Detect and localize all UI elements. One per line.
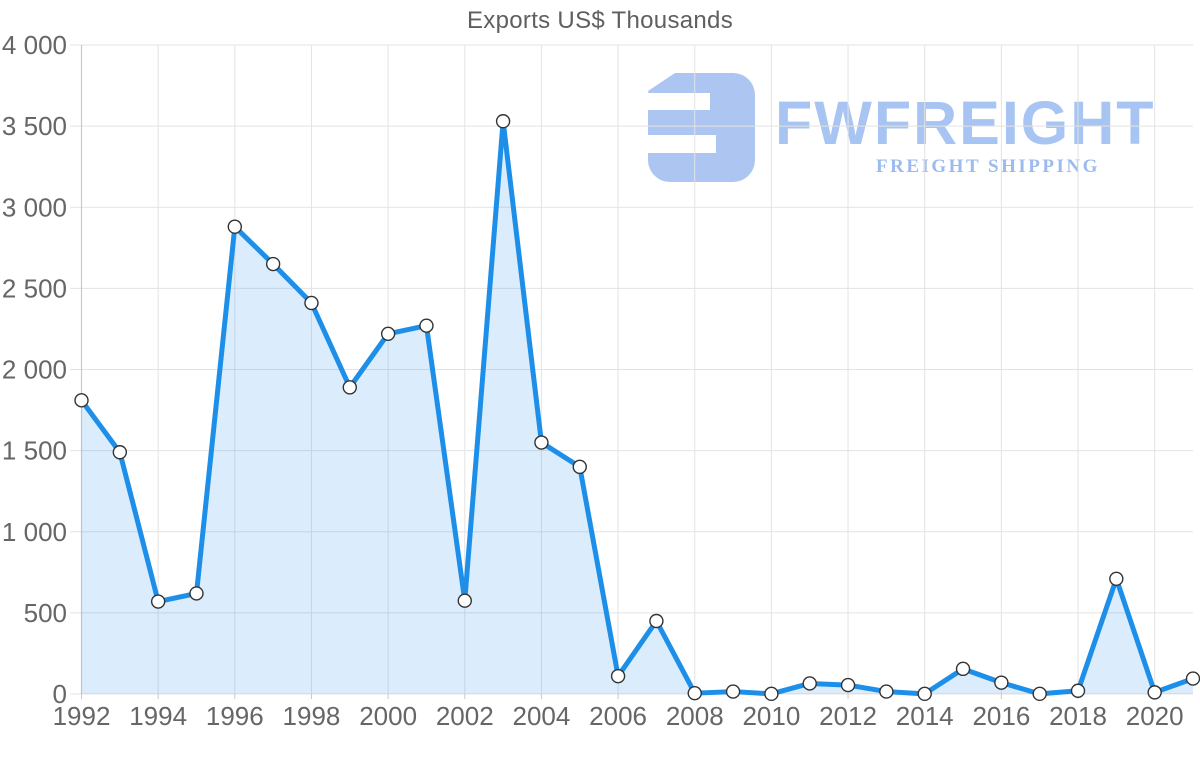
data-point-1994[interactable] <box>150 594 166 609</box>
brand-wordmark: FWFREIGHT <box>775 89 1156 157</box>
x-tick-label: 1996 <box>206 701 264 731</box>
y-tick-label: 3 500 <box>2 111 67 141</box>
data-point-2010[interactable] <box>764 686 779 702</box>
data-point-1997[interactable] <box>265 256 281 272</box>
brand-tagline: FREIGHT SHIPPING <box>876 156 1100 177</box>
x-tick-label: 2016 <box>972 701 1030 731</box>
data-point-2003[interactable] <box>495 114 511 129</box>
fwfreight-logo-icon <box>648 73 755 182</box>
data-point-2004[interactable] <box>534 435 549 450</box>
data-point-1992[interactable] <box>74 393 89 408</box>
data-point-2009[interactable] <box>725 684 741 699</box>
x-tick-label: 2020 <box>1126 701 1184 731</box>
x-tick-label: 2012 <box>819 701 877 731</box>
data-point-1993[interactable] <box>112 445 128 460</box>
x-tick-label: 2006 <box>589 701 647 731</box>
data-point-2006[interactable] <box>610 668 626 684</box>
data-point-2015[interactable] <box>955 661 971 677</box>
data-point-2018[interactable] <box>1070 683 1086 698</box>
data-point-1999[interactable] <box>342 380 357 395</box>
x-tick-label: 1998 <box>283 701 341 731</box>
data-point-2001[interactable] <box>419 318 434 333</box>
data-point-2011[interactable] <box>802 676 817 691</box>
x-tick-label: 2000 <box>359 701 417 731</box>
data-point-2012[interactable] <box>840 677 856 693</box>
x-tick-label: 2014 <box>896 701 954 731</box>
x-tick-label: 2004 <box>513 701 571 731</box>
data-point-1996[interactable] <box>227 219 243 234</box>
y-tick-label: 4 000 <box>2 30 67 60</box>
x-tick-label: 2002 <box>436 701 494 731</box>
data-point-2014[interactable] <box>917 686 932 702</box>
data-point-2021[interactable] <box>1185 671 1200 686</box>
data-point-2013[interactable] <box>879 684 894 699</box>
y-tick-label: 2 000 <box>2 355 67 385</box>
x-tick-label: 2018 <box>1049 701 1107 731</box>
data-point-1995[interactable] <box>189 586 204 601</box>
chart-title: Exports US$ Thousands <box>467 7 733 34</box>
data-point-2007[interactable] <box>649 613 664 629</box>
data-point-2017[interactable] <box>1032 686 1047 702</box>
x-tick-label: 1994 <box>129 701 187 731</box>
x-tick-label: 2010 <box>742 701 800 731</box>
y-tick-label: 0 <box>53 679 67 709</box>
data-point-2016[interactable] <box>994 675 1009 690</box>
y-tick-label: 3 000 <box>2 192 67 222</box>
x-tick-label: 1992 <box>53 701 111 731</box>
data-point-2005[interactable] <box>572 459 587 475</box>
data-point-2019[interactable] <box>1109 571 1124 587</box>
y-tick-label: 500 <box>24 598 67 628</box>
y-tick-label: 1 000 <box>2 517 67 547</box>
data-point-2020[interactable] <box>1147 685 1162 700</box>
data-point-2002[interactable] <box>457 593 472 608</box>
data-point-2008[interactable] <box>687 685 702 701</box>
data-point-1998[interactable] <box>304 295 319 311</box>
y-tick-label: 1 500 <box>2 436 67 466</box>
data-point-2000[interactable] <box>380 326 396 342</box>
x-tick-label: 2008 <box>666 701 724 731</box>
series-area-fill <box>81 121 1193 694</box>
y-tick-label: 2 500 <box>2 273 67 303</box>
